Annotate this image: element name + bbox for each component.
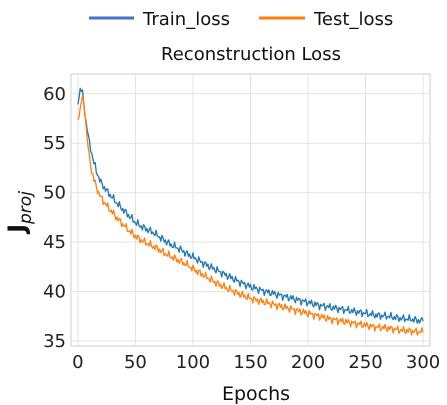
y-axis-label: Jproj [3, 191, 36, 235]
x-tick-label: 200 [291, 352, 325, 373]
series-line-test-loss [77, 94, 424, 336]
x-tick-label: 0 [72, 352, 83, 373]
x-tick-label: 100 [176, 352, 210, 373]
y-tick-label: 35 [43, 331, 66, 352]
y-axis-label-main: J [3, 224, 31, 235]
legend-label-test: Test_loss [313, 9, 393, 30]
y-tick-label: 40 [43, 282, 66, 303]
legend: Train_loss Test_loss [89, 9, 393, 30]
x-tick-label: 250 [348, 352, 382, 373]
y-tick-label: 55 [43, 133, 66, 154]
x-tick-label: 150 [233, 352, 267, 373]
x-tick-label: 50 [124, 352, 147, 373]
x-axis-label: Epochs [222, 383, 290, 405]
series-line-train-loss [77, 87, 424, 324]
legend-label-train: Train_loss [142, 9, 230, 30]
y-tick-label: 60 [43, 84, 66, 105]
y-axis-ticks: 35 40 45 50 55 60 [43, 84, 66, 352]
grid [71, 74, 430, 346]
svg-text:Jproj: Jproj [3, 191, 36, 235]
series-layer [77, 87, 424, 336]
y-tick-label: 45 [43, 232, 66, 253]
x-axis-ticks: 0 50 100 150 200 250 300 [72, 352, 440, 373]
y-tick-label: 50 [43, 183, 66, 204]
x-tick-label: 300 [406, 352, 440, 373]
chart-title: Reconstruction Loss [161, 44, 341, 65]
y-axis-label-subscript: proj [16, 191, 36, 225]
